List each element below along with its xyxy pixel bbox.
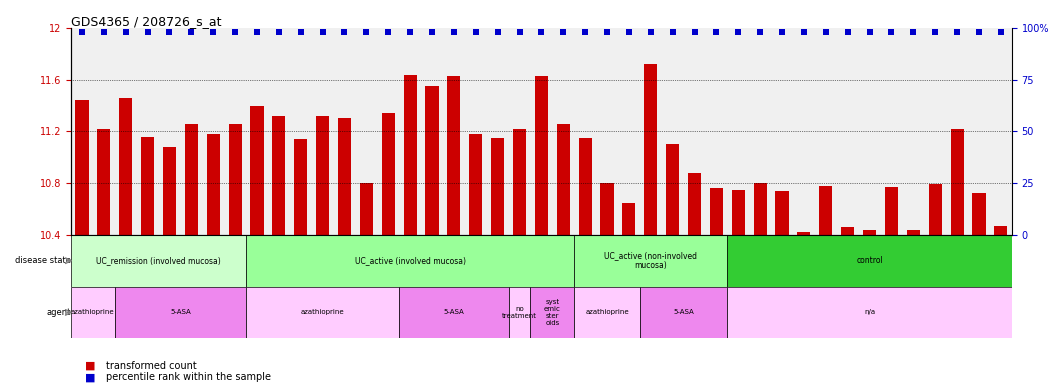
Text: azathioprine: azathioprine [71,310,115,315]
Bar [316,116,329,235]
Bar [710,188,722,235]
Bar [535,76,548,235]
Bar [994,226,1008,235]
Bar [185,124,198,235]
Bar [842,227,854,235]
FancyBboxPatch shape [509,286,531,338]
Text: UC_remission (involved mucosa): UC_remission (involved mucosa) [96,256,221,265]
FancyBboxPatch shape [575,286,639,338]
Bar [119,98,132,235]
Text: syst
emic
ster
oids: syst emic ster oids [544,299,561,326]
Bar [732,190,745,235]
Bar [666,144,679,235]
FancyBboxPatch shape [531,286,575,338]
Bar [688,173,701,235]
FancyBboxPatch shape [71,286,115,338]
Text: UC_active (non-involved
mucosa): UC_active (non-involved mucosa) [604,251,697,270]
Bar [142,137,154,235]
FancyBboxPatch shape [115,286,246,338]
Text: percentile rank within the sample: percentile rank within the sample [106,372,271,382]
Text: 5-ASA: 5-ASA [170,310,190,315]
FancyBboxPatch shape [728,286,1012,338]
FancyBboxPatch shape [639,286,728,338]
Bar [447,76,461,235]
Bar [492,138,504,235]
Bar [76,100,88,235]
Bar [360,183,372,235]
FancyBboxPatch shape [246,286,399,338]
Bar [229,124,242,235]
Bar [272,116,285,235]
Text: transformed count: transformed count [106,361,197,371]
Bar [403,74,417,235]
Bar [338,119,351,235]
Text: ■: ■ [85,372,96,382]
Text: 5-ASA: 5-ASA [444,310,464,315]
Text: ■: ■ [85,361,96,371]
Bar [644,64,658,235]
Bar [972,194,985,235]
Bar [163,147,176,235]
FancyBboxPatch shape [575,235,728,286]
Text: GDS4365 / 208726_s_at: GDS4365 / 208726_s_at [71,15,221,28]
Bar [753,183,767,235]
Bar [206,134,220,235]
Bar [97,129,111,235]
Bar [776,191,788,235]
Bar [294,139,307,235]
FancyBboxPatch shape [399,286,509,338]
Bar [950,129,964,235]
Text: azathioprine: azathioprine [301,310,345,315]
Text: UC_active (involved mucosa): UC_active (involved mucosa) [354,256,466,265]
FancyBboxPatch shape [71,235,246,286]
Bar [426,86,438,235]
Bar [469,134,482,235]
Text: no
treatment: no treatment [502,306,537,319]
Bar [797,232,811,235]
Text: control: control [857,256,883,265]
Bar [622,202,635,235]
Bar [929,184,942,235]
Bar [513,129,526,235]
Text: n/a: n/a [864,310,875,315]
Bar [579,138,592,235]
Bar [819,186,832,235]
Bar [250,106,264,235]
Bar [863,230,876,235]
Bar [382,113,395,235]
Bar [556,124,570,235]
Bar [907,230,920,235]
Text: 5-ASA: 5-ASA [674,310,694,315]
Bar [885,187,898,235]
Text: agent: agent [47,308,71,317]
Text: disease state: disease state [15,256,71,265]
FancyBboxPatch shape [246,235,575,286]
FancyBboxPatch shape [728,235,1012,286]
Bar [600,183,614,235]
Text: azathioprine: azathioprine [585,310,629,315]
